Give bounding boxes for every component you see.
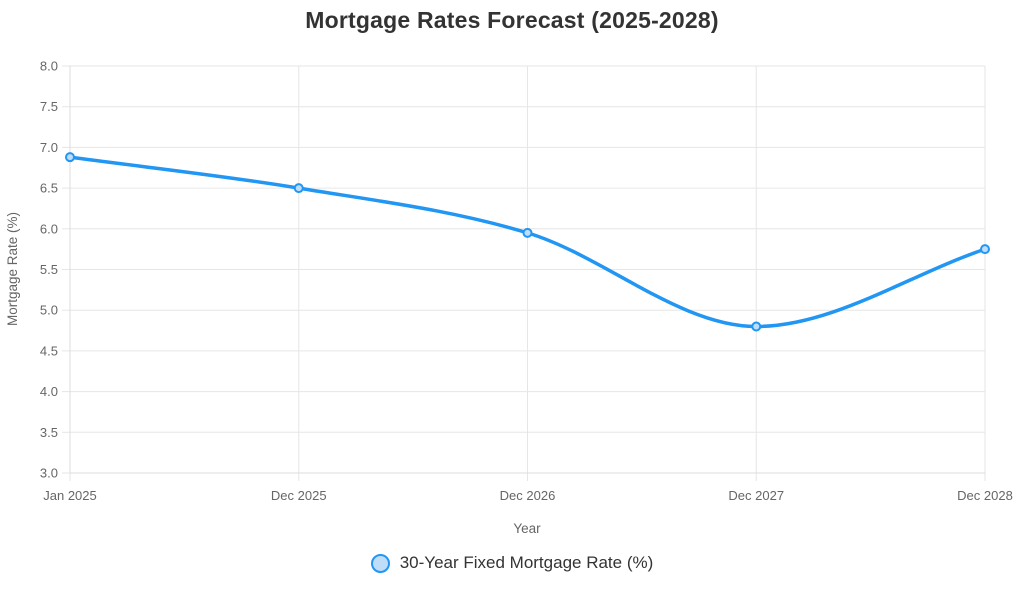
data-point[interactable] bbox=[751, 321, 762, 332]
tick-label-layer: 8.0 7.5 7.0 6.5 6.0 5.5 5.0 4.5 4.0 3.5 3.0 Jan 202… bbox=[40, 59, 1013, 504]
y-tick-label: 5.5 bbox=[40, 262, 58, 277]
x-tick-label: Dec 2026 bbox=[500, 488, 556, 503]
legend-point-marker-icon bbox=[370, 553, 390, 573]
y-tick-label: 3.5 bbox=[40, 425, 58, 440]
y-tick-label: 8.0 bbox=[40, 59, 58, 74]
chart-title: Mortgage Rates Forecast (2025-2028) bbox=[305, 7, 719, 33]
legend-item-series-0[interactable]: 30-Year Fixed Mortgage Rate (%) bbox=[370, 553, 654, 573]
axis-layer bbox=[62, 65, 986, 481]
data-point[interactable] bbox=[980, 244, 990, 255]
series-layer bbox=[65, 152, 990, 332]
x-tick-label: Dec 2028 bbox=[957, 488, 1013, 503]
y-tick-label: 4.5 bbox=[40, 343, 58, 358]
legend-label: 30-Year Fixed Mortgage Rate (%) bbox=[399, 553, 654, 572]
x-tick-label: Dec 2027 bbox=[728, 488, 784, 503]
y-tick-label: 5.0 bbox=[40, 303, 58, 318]
y-tick-label: 6.0 bbox=[40, 221, 58, 236]
y-tick-label: 6.5 bbox=[40, 181, 58, 196]
x-tick-label: Dec 2025 bbox=[271, 488, 327, 503]
legend: 30-Year Fixed Mortgage Rate (%) bbox=[0, 553, 1024, 573]
data-point[interactable] bbox=[522, 227, 533, 238]
x-axis-title: Year bbox=[513, 521, 541, 536]
x-tick-label: Jan 2025 bbox=[43, 488, 97, 503]
y-tick-label: 7.5 bbox=[40, 99, 58, 114]
y-tick-label: 7.0 bbox=[40, 140, 58, 155]
data-point[interactable] bbox=[65, 152, 75, 163]
y-tick-label: 4.0 bbox=[40, 384, 58, 399]
y-tick-label: 3.0 bbox=[40, 466, 58, 481]
grid-layer bbox=[69, 65, 986, 474]
y-axis-title: Mortgage Rate (%) bbox=[5, 212, 20, 326]
data-point[interactable] bbox=[293, 183, 304, 194]
